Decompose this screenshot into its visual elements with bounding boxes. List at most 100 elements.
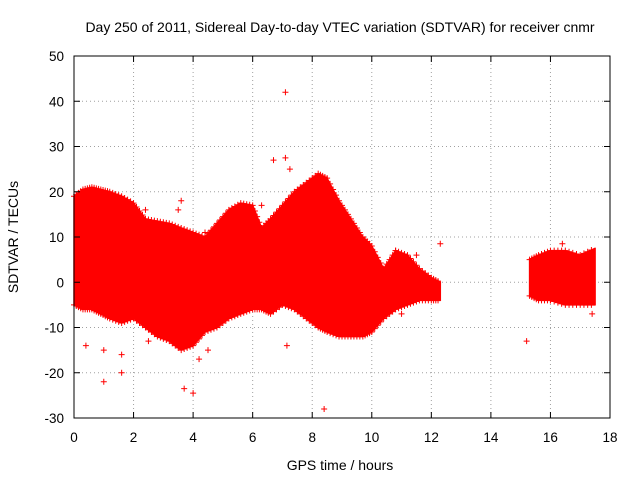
edge-point	[435, 278, 442, 285]
edge-point	[163, 336, 170, 343]
y-tick-label: -20	[44, 366, 64, 381]
x-tick-label: 6	[249, 430, 257, 445]
edge-point	[282, 303, 289, 310]
axis-ticks: 0 2 4 6 8 10 12 14 16 18 -30 -20 -10 0 10 20 30 40 50	[44, 49, 617, 445]
edge-point	[413, 262, 420, 269]
data-band-late	[528, 247, 596, 306]
edge-point	[228, 314, 235, 321]
outlier-point	[73, 224, 80, 231]
y-tick-label: -10	[44, 321, 64, 336]
edge-point	[216, 217, 223, 224]
edge-point	[225, 315, 232, 322]
edge-point	[566, 248, 573, 255]
outlier-point	[392, 247, 399, 254]
edge-point	[282, 198, 289, 205]
edge-point	[584, 248, 591, 255]
edge-point	[127, 316, 134, 323]
edge-point	[175, 223, 182, 230]
edge-point	[558, 300, 565, 307]
edge-point	[205, 327, 211, 334]
y-tick-label: -30	[44, 411, 64, 426]
outlier-point	[282, 89, 289, 96]
edge-point	[580, 250, 587, 257]
edge-point	[210, 325, 217, 332]
edge-point	[404, 301, 411, 308]
edge-point	[386, 256, 393, 263]
edge-point	[401, 303, 408, 310]
edge-point	[395, 305, 402, 312]
edge-point	[273, 209, 280, 216]
outlier-point	[286, 166, 293, 173]
edge-point	[285, 304, 292, 311]
outlier-point	[175, 206, 182, 213]
edge-point	[157, 334, 164, 341]
x-tick-label: 2	[130, 430, 138, 445]
y-tick-label: 0	[56, 275, 64, 290]
edge-point	[368, 329, 375, 336]
outlier-point	[160, 319, 167, 326]
edge-point	[413, 298, 420, 305]
edge-point	[588, 301, 595, 308]
edge-point	[324, 175, 331, 182]
edge-point	[251, 207, 258, 214]
edge-point	[350, 220, 357, 227]
y-tick-label: 40	[49, 94, 64, 109]
edge-point	[392, 306, 399, 313]
edge-point	[148, 217, 155, 224]
edge-point	[407, 300, 414, 307]
edge-point	[193, 339, 200, 346]
edge-point	[374, 322, 381, 329]
edge-point	[234, 312, 241, 319]
edge-point	[339, 202, 345, 209]
edge-point	[154, 333, 161, 340]
edge-point	[398, 304, 405, 311]
edge-point	[551, 298, 558, 305]
outlier-point	[547, 297, 554, 304]
edge-point	[151, 217, 158, 224]
outlier-point	[178, 197, 185, 204]
edge-point	[205, 230, 211, 237]
edge-point	[395, 248, 402, 255]
x-tick-label: 8	[308, 430, 316, 445]
y-tick-label: 50	[49, 49, 64, 64]
edge-point	[222, 210, 229, 217]
outlier-point	[282, 154, 289, 161]
edge-point	[377, 260, 384, 267]
edge-point	[118, 319, 125, 326]
y-axis-label: SDTVAR / TECUs	[5, 181, 21, 293]
edge-point	[279, 301, 286, 308]
edge-point	[112, 317, 119, 324]
edge-point	[187, 343, 194, 350]
edge-point	[389, 252, 396, 259]
outlier-point	[283, 342, 290, 349]
y-tick-label: 10	[49, 230, 64, 245]
edge-point	[136, 207, 143, 214]
outlier-point	[142, 206, 149, 213]
outlier-point	[196, 356, 203, 363]
edge-point	[544, 248, 551, 255]
edge-point	[199, 232, 206, 239]
edge-point	[577, 252, 584, 259]
edge-point	[374, 254, 381, 261]
outlier-point	[249, 297, 256, 304]
edge-point	[157, 218, 164, 225]
outlier-point	[181, 385, 188, 392]
edge-point	[246, 307, 253, 314]
edge-point	[142, 215, 149, 222]
edge-point	[243, 308, 250, 315]
edge-point	[202, 329, 209, 336]
edge-point	[254, 213, 261, 220]
edge-point	[285, 195, 292, 202]
edge-point	[588, 247, 595, 254]
edge-point	[207, 326, 214, 333]
edge-point	[190, 342, 197, 349]
edge-point	[207, 227, 214, 234]
edge-point	[377, 318, 384, 325]
edge-point	[270, 212, 277, 219]
edge-point	[139, 211, 146, 218]
edge-point	[407, 255, 414, 262]
edge-point	[243, 201, 250, 208]
outlier-point	[523, 338, 530, 345]
edge-point	[160, 335, 167, 342]
edge-point	[106, 315, 113, 322]
